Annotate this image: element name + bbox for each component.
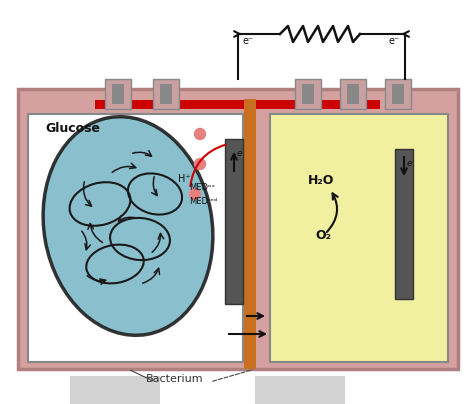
Bar: [395, 149, 413, 299]
Bar: [244, 99, 256, 369]
Circle shape: [190, 189, 201, 200]
Bar: [18, 89, 458, 369]
Text: Bacterium: Bacterium: [146, 374, 204, 384]
Text: MEDʳᵉᵈ: MEDʳᵉᵈ: [189, 197, 217, 206]
Bar: [392, 84, 404, 104]
Text: H⁺: H⁺: [178, 174, 191, 184]
Bar: [255, 376, 345, 404]
Bar: [340, 79, 366, 109]
Bar: [270, 114, 448, 362]
Circle shape: [194, 158, 206, 170]
Bar: [295, 79, 321, 109]
Text: e⁻: e⁻: [243, 36, 254, 46]
Text: e: e: [237, 149, 243, 158]
Text: MEDᵒˣ: MEDᵒˣ: [189, 183, 215, 192]
Bar: [302, 84, 314, 104]
Text: e⁻: e⁻: [389, 36, 400, 46]
Text: e: e: [407, 159, 412, 168]
Bar: [347, 84, 359, 104]
Bar: [225, 139, 243, 304]
Bar: [28, 114, 243, 362]
Bar: [95, 100, 380, 109]
Bar: [160, 84, 172, 104]
Text: Glucose: Glucose: [45, 122, 100, 135]
Text: H₂O: H₂O: [308, 174, 334, 187]
Bar: [112, 84, 124, 104]
Text: O₂: O₂: [315, 229, 331, 242]
Bar: [385, 79, 411, 109]
Bar: [70, 376, 160, 404]
Circle shape: [194, 128, 206, 139]
Bar: [153, 79, 179, 109]
Bar: [105, 79, 131, 109]
Ellipse shape: [43, 117, 213, 335]
